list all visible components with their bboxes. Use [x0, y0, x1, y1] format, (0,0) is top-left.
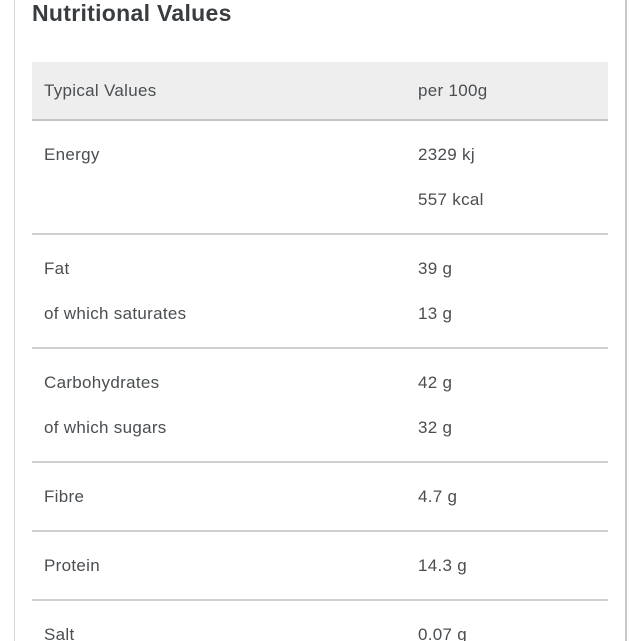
nutrition-panel: Nutritional Values Typical Values per 10…	[14, 0, 627, 641]
row-value: 42 g	[418, 372, 453, 392]
row-value: 14.3 g	[418, 555, 468, 575]
table-row: Carbohydrates 42 g	[44, 360, 596, 405]
table-section: Salt 0.07 g	[32, 599, 608, 641]
table-header-label: Typical Values	[44, 80, 157, 100]
row-label: Fat	[44, 258, 70, 278]
table-section: Protein 14.3 g	[32, 530, 608, 599]
table-section: Energy 2329 kj 557 kcal	[32, 121, 608, 233]
table-header-value: per 100g	[418, 80, 488, 100]
row-value: 0.07 g	[418, 624, 468, 641]
table-row: Salt 0.07 g	[44, 612, 596, 641]
table-header-row: Typical Values per 100g	[32, 62, 608, 121]
row-label: Salt	[44, 624, 75, 641]
table-row: Fat 39 g	[44, 246, 596, 291]
row-value: 32 g	[418, 417, 453, 437]
row-label: Protein	[44, 555, 100, 575]
row-label: Energy	[44, 144, 100, 164]
table-row: 557 kcal	[44, 177, 596, 222]
row-label: of which sugars	[44, 417, 167, 437]
table-row: Protein 14.3 g	[44, 543, 596, 588]
table-row: Fibre 4.7 g	[44, 474, 596, 519]
table-row: of which sugars 32 g	[44, 405, 596, 450]
table-section: Fat 39 g of which saturates 13 g	[32, 233, 608, 347]
row-value: 13 g	[418, 303, 453, 323]
table-row: Energy 2329 kj	[44, 132, 596, 177]
row-value: 4.7 g	[418, 486, 458, 506]
table-row: of which saturates 13 g	[44, 291, 596, 336]
row-label: Carbohydrates	[44, 372, 160, 392]
row-value: 2329 kj	[418, 144, 475, 164]
row-value: 39 g	[418, 258, 453, 278]
table-body: Energy 2329 kj 557 kcal Fat 39 g of which sat…	[32, 121, 608, 641]
row-value: 557 kcal	[418, 189, 484, 209]
row-label: of which saturates	[44, 303, 187, 323]
table-section: Fibre 4.7 g	[32, 461, 608, 530]
nutrition-table: Typical Values per 100g Energy 2329 kj 557…	[32, 62, 608, 641]
table-section: Carbohydrates 42 g of which sugars 32 g	[32, 347, 608, 461]
row-label: Fibre	[44, 486, 85, 506]
page-title: Nutritional Values	[32, 0, 232, 26]
